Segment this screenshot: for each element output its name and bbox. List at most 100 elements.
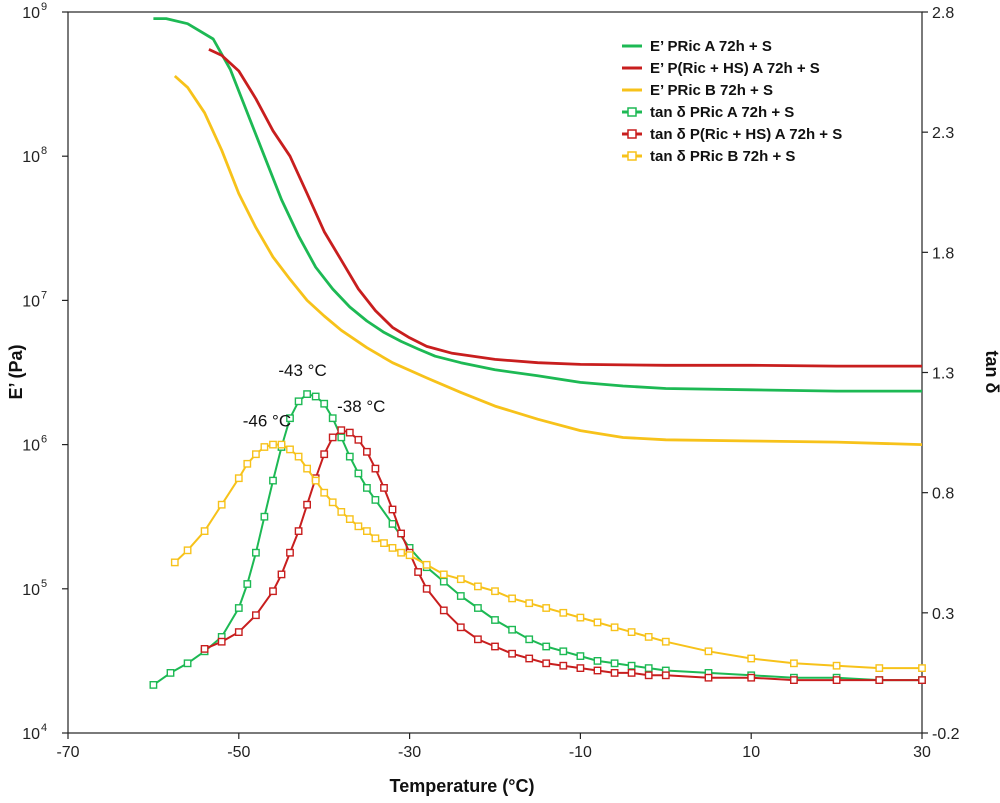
legend-marker <box>627 107 637 117</box>
data-point <box>405 551 414 560</box>
data-point <box>610 659 619 668</box>
data-point <box>439 577 448 586</box>
series-1 <box>208 48 922 368</box>
data-point <box>234 474 243 483</box>
y-tick-label: 10 <box>22 149 40 166</box>
legend-label: tan δ PRic B 72h + S <box>650 148 795 165</box>
data-point <box>422 584 431 593</box>
data-point <box>294 397 303 406</box>
data-point <box>491 587 499 596</box>
x-axis: -70 -50 -30 -10 10 30 <box>56 733 931 761</box>
data-point <box>183 659 192 668</box>
data-point <box>508 649 516 658</box>
peak-annotation: -38 °C <box>337 397 385 416</box>
data-point <box>559 661 568 670</box>
series-line <box>173 74 923 446</box>
data-point <box>832 676 841 685</box>
series-line <box>174 443 922 670</box>
data-point <box>243 459 252 468</box>
data-point <box>474 582 482 591</box>
data-point <box>277 570 286 579</box>
annotations: -46 °C -43 °C -38 °C <box>243 361 386 430</box>
data-point <box>388 544 397 552</box>
data-point <box>320 450 329 459</box>
data-point <box>354 435 363 444</box>
data-point <box>627 628 636 637</box>
data-point <box>422 560 431 569</box>
data-point <box>345 452 354 461</box>
y2-tick-label: 0.8 <box>932 486 954 503</box>
data-point <box>747 654 756 663</box>
y-tick-base: 10 <box>22 726 40 743</box>
data-point <box>542 604 551 612</box>
series-line <box>208 48 922 368</box>
data-point <box>294 452 303 461</box>
data-point <box>644 664 653 673</box>
data-point <box>380 539 388 548</box>
data-point <box>251 548 260 557</box>
legend-label: E’ PRic B 72h + S <box>650 82 773 99</box>
legend-marker <box>627 129 637 139</box>
data-point <box>474 604 482 612</box>
x-tick-label: 10 <box>742 744 760 761</box>
data-point <box>243 580 252 588</box>
data-point <box>354 522 363 531</box>
data-point <box>525 599 534 608</box>
y-tick-exponent: 7 <box>41 289 47 301</box>
data-point <box>474 635 482 644</box>
data-point <box>576 664 585 673</box>
y-tick-label: 10 <box>22 438 40 455</box>
x-axis-title: Temperature (°C) <box>390 776 535 796</box>
y-tick-base: 10 <box>22 5 40 22</box>
y-tick-exponent: 4 <box>41 722 47 734</box>
data-point <box>661 671 670 680</box>
data-point <box>371 496 380 504</box>
data-point <box>303 464 311 473</box>
legend-label: E’ P(Ric + HS) A 72h + S <box>650 60 820 77</box>
data-point <box>200 527 209 536</box>
data-point <box>704 673 713 682</box>
y-tick-label: 10 <box>22 5 40 22</box>
legend-label: tan δ PRic A 72h + S <box>650 104 794 121</box>
data-point <box>354 469 363 478</box>
data-point <box>200 645 209 653</box>
data-point <box>320 488 329 497</box>
data-point <box>303 390 311 398</box>
data-point <box>269 440 277 449</box>
x-tick-label: -50 <box>227 744 250 761</box>
y-tick-base: 10 <box>22 582 40 599</box>
legend-item: tan δ PRic A 72h + S <box>622 104 794 121</box>
data-point <box>456 575 465 584</box>
legend-label: E’ PRic A 72h + S <box>650 38 772 55</box>
series-0 <box>153 17 922 393</box>
y-tick-label: 10 <box>22 293 40 310</box>
y2-tick-label: 1.8 <box>932 245 954 262</box>
data-point <box>593 618 602 627</box>
data-point <box>525 635 534 644</box>
data-point <box>217 637 226 646</box>
y-tick-exponent: 9 <box>41 1 47 13</box>
data-point <box>491 642 499 651</box>
data-point <box>345 515 354 524</box>
x-tick-label: -70 <box>56 744 79 761</box>
series-2 <box>173 74 923 446</box>
y2-tick-label: 0.3 <box>932 606 954 623</box>
data-point <box>269 587 277 596</box>
data-point <box>918 676 926 685</box>
data-point <box>286 445 294 454</box>
data-point <box>388 520 397 528</box>
legend-item: E’ PRic A 72h + S <box>622 38 772 55</box>
data-point <box>311 476 320 485</box>
data-point <box>610 623 619 632</box>
data-point <box>593 666 602 675</box>
y2-tick-label: -0.2 <box>932 726 960 743</box>
data-point <box>508 594 516 603</box>
series-4 <box>200 426 926 685</box>
data-point <box>627 669 636 677</box>
data-point <box>337 426 346 435</box>
data-point <box>260 443 269 451</box>
data-point <box>397 529 405 538</box>
data-point <box>491 616 499 624</box>
